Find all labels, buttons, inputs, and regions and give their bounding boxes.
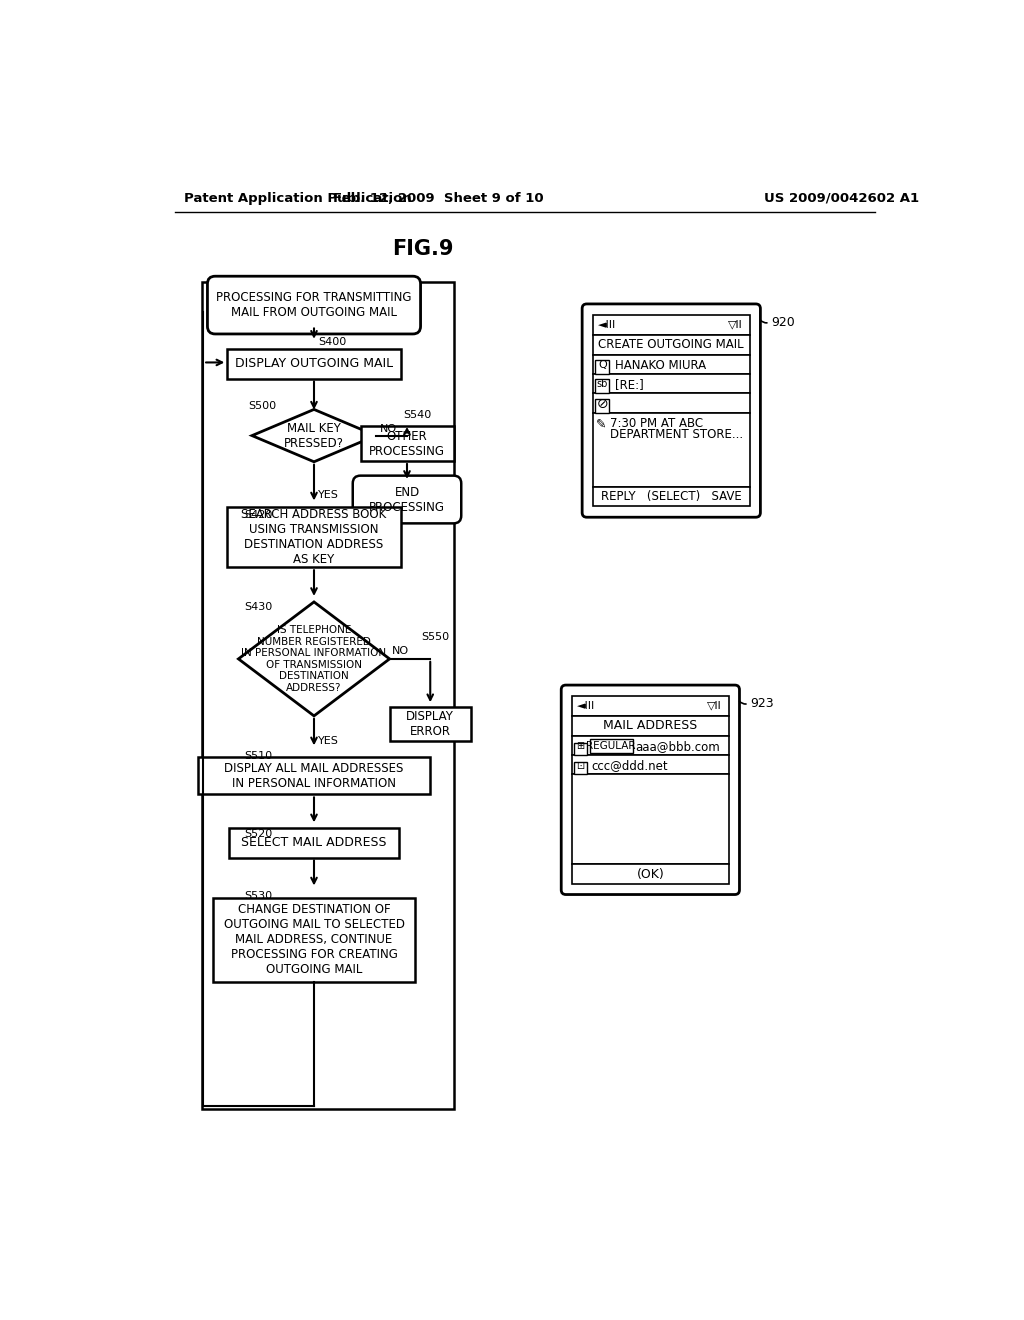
FancyBboxPatch shape bbox=[226, 350, 401, 379]
Text: YES: YES bbox=[317, 735, 339, 746]
Text: FIG.9: FIG.9 bbox=[392, 239, 454, 259]
Text: CREATE OUTGOING MAIL: CREATE OUTGOING MAIL bbox=[598, 338, 744, 351]
Text: MAIL KEY
PRESSED?: MAIL KEY PRESSED? bbox=[284, 421, 344, 450]
FancyBboxPatch shape bbox=[583, 304, 761, 517]
Text: ◄III: ◄III bbox=[598, 319, 616, 330]
Text: aaa@bbb.com: aaa@bbb.com bbox=[635, 739, 720, 752]
FancyBboxPatch shape bbox=[574, 743, 587, 755]
FancyBboxPatch shape bbox=[572, 755, 729, 775]
FancyBboxPatch shape bbox=[572, 775, 729, 865]
FancyBboxPatch shape bbox=[574, 762, 587, 775]
Text: ◄III: ◄III bbox=[577, 701, 595, 711]
Text: S400: S400 bbox=[317, 337, 346, 347]
Text: YES: YES bbox=[317, 490, 339, 500]
Text: OTHER
PROCESSING: OTHER PROCESSING bbox=[369, 430, 445, 458]
Text: S520: S520 bbox=[245, 829, 272, 838]
Text: ▽ll: ▽ll bbox=[708, 701, 722, 711]
Text: REPLY   (SELECT)   SAVE: REPLY (SELECT) SAVE bbox=[601, 490, 741, 503]
Text: Patent Application Publication: Patent Application Publication bbox=[183, 191, 412, 205]
FancyBboxPatch shape bbox=[595, 399, 609, 412]
FancyBboxPatch shape bbox=[360, 426, 454, 461]
FancyBboxPatch shape bbox=[593, 314, 750, 335]
FancyBboxPatch shape bbox=[593, 374, 750, 393]
Text: Q: Q bbox=[598, 360, 606, 370]
Text: sb: sb bbox=[597, 379, 608, 389]
Text: [RE:]: [RE:] bbox=[614, 378, 643, 391]
Text: ⊞: ⊞ bbox=[577, 742, 585, 751]
Text: REGULAR: REGULAR bbox=[587, 742, 636, 751]
Text: Feb. 12, 2009  Sheet 9 of 10: Feb. 12, 2009 Sheet 9 of 10 bbox=[333, 191, 544, 205]
Text: US 2009/0042602 A1: US 2009/0042602 A1 bbox=[764, 191, 919, 205]
Polygon shape bbox=[252, 409, 376, 462]
FancyBboxPatch shape bbox=[572, 696, 729, 715]
Text: 7:30 PM AT ABC: 7:30 PM AT ABC bbox=[610, 417, 703, 430]
FancyBboxPatch shape bbox=[572, 737, 729, 755]
Text: NO: NO bbox=[392, 647, 410, 656]
Text: DISPLAY ALL MAIL ADDRESSES
IN PERSONAL INFORMATION: DISPLAY ALL MAIL ADDRESSES IN PERSONAL I… bbox=[224, 762, 403, 789]
Text: DEPARTMENT STORE...: DEPARTMENT STORE... bbox=[610, 428, 743, 441]
Text: SEARCH ADDRESS BOOK
USING TRANSMISSION
DESTINATION ADDRESS
AS KEY: SEARCH ADDRESS BOOK USING TRANSMISSION D… bbox=[242, 508, 387, 566]
FancyBboxPatch shape bbox=[198, 758, 430, 795]
Text: DISPLAY
ERROR: DISPLAY ERROR bbox=[407, 710, 455, 738]
FancyBboxPatch shape bbox=[595, 360, 609, 374]
Text: S430: S430 bbox=[245, 602, 272, 612]
Text: IS TELEPHONE
NUMBER REGISTERED
IN PERSONAL INFORMATION
OF TRANSMISSION
DESTINATI: IS TELEPHONE NUMBER REGISTERED IN PERSON… bbox=[242, 624, 387, 693]
FancyBboxPatch shape bbox=[572, 715, 729, 737]
FancyBboxPatch shape bbox=[593, 487, 750, 507]
FancyBboxPatch shape bbox=[389, 706, 471, 742]
FancyBboxPatch shape bbox=[593, 393, 750, 412]
Text: S530: S530 bbox=[245, 891, 272, 902]
Text: 920: 920 bbox=[771, 315, 795, 329]
FancyBboxPatch shape bbox=[226, 507, 401, 568]
Text: ⊘: ⊘ bbox=[597, 396, 608, 411]
Text: 923: 923 bbox=[751, 697, 774, 710]
FancyBboxPatch shape bbox=[593, 335, 750, 355]
Text: S420: S420 bbox=[245, 510, 272, 520]
FancyBboxPatch shape bbox=[202, 281, 454, 1109]
FancyBboxPatch shape bbox=[593, 412, 750, 487]
Text: S550: S550 bbox=[421, 632, 450, 643]
Text: HANAKO MIURA: HANAKO MIURA bbox=[614, 359, 706, 372]
FancyBboxPatch shape bbox=[208, 276, 421, 334]
Text: S500: S500 bbox=[248, 401, 276, 412]
FancyBboxPatch shape bbox=[595, 379, 609, 393]
Text: SELECT MAIL ADDRESS: SELECT MAIL ADDRESS bbox=[242, 837, 387, 850]
FancyBboxPatch shape bbox=[572, 865, 729, 884]
FancyBboxPatch shape bbox=[590, 739, 633, 752]
FancyBboxPatch shape bbox=[352, 475, 461, 524]
Text: NO: NO bbox=[380, 425, 397, 434]
Text: MAIL ADDRESS: MAIL ADDRESS bbox=[603, 719, 697, 733]
FancyBboxPatch shape bbox=[213, 898, 415, 982]
FancyBboxPatch shape bbox=[228, 829, 399, 858]
Text: ▽ll: ▽ll bbox=[728, 319, 743, 330]
Text: CHANGE DESTINATION OF
OUTGOING MAIL TO SELECTED
MAIL ADDRESS, CONTINUE
PROCESSIN: CHANGE DESTINATION OF OUTGOING MAIL TO S… bbox=[223, 903, 404, 977]
FancyBboxPatch shape bbox=[593, 355, 750, 374]
Text: S510: S510 bbox=[245, 751, 272, 760]
Text: S540: S540 bbox=[403, 409, 431, 420]
Text: ⊡: ⊡ bbox=[577, 760, 585, 771]
FancyBboxPatch shape bbox=[561, 685, 739, 895]
Text: (OK): (OK) bbox=[637, 867, 665, 880]
Text: ✎: ✎ bbox=[596, 417, 606, 430]
Text: END
PROCESSING: END PROCESSING bbox=[369, 486, 445, 513]
Text: PROCESSING FOR TRANSMITTING
MAIL FROM OUTGOING MAIL: PROCESSING FOR TRANSMITTING MAIL FROM OU… bbox=[216, 292, 412, 319]
Text: ccc@ddd.net: ccc@ddd.net bbox=[592, 759, 668, 772]
Text: DISPLAY OUTGOING MAIL: DISPLAY OUTGOING MAIL bbox=[234, 358, 393, 371]
Polygon shape bbox=[239, 602, 389, 715]
